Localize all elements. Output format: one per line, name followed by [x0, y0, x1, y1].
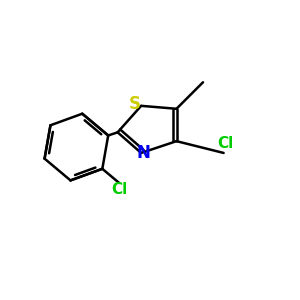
Text: Cl: Cl — [111, 182, 128, 197]
Text: Cl: Cl — [217, 136, 233, 151]
Text: N: N — [136, 144, 151, 162]
Text: S: S — [129, 95, 141, 113]
